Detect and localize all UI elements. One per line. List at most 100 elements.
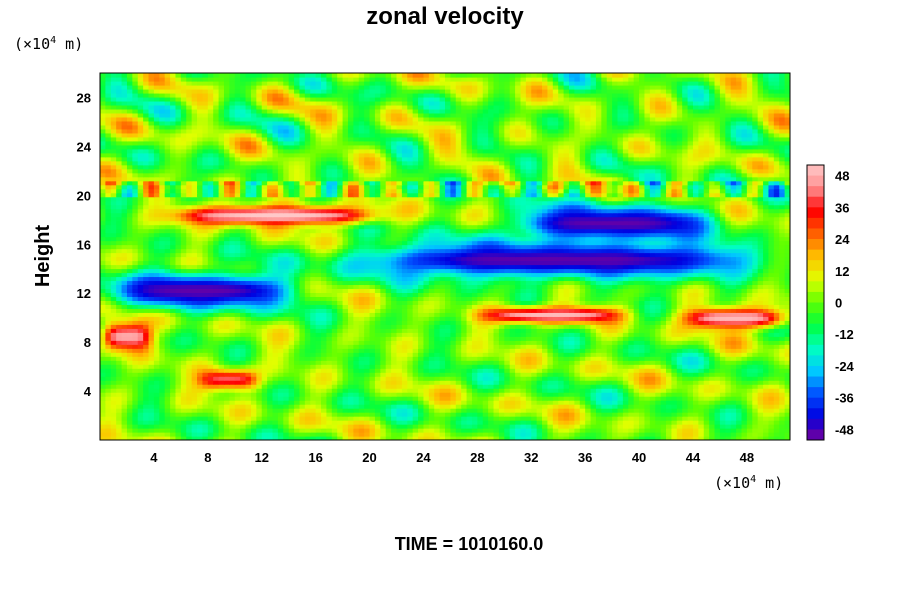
heatmap-cell <box>466 356 473 361</box>
heatmap-cell <box>116 376 123 381</box>
heatmap-cell <box>261 284 268 290</box>
heatmap-cell <box>218 368 225 373</box>
heatmap-cell <box>466 428 473 433</box>
heatmap-cell <box>170 300 177 305</box>
heatmap-cell <box>585 296 592 301</box>
heatmap-cell <box>110 288 117 293</box>
heatmap-cell <box>385 424 392 429</box>
heatmap-cell <box>568 352 575 357</box>
heatmap-cell <box>391 300 398 305</box>
heatmap-cell <box>768 412 775 417</box>
heatmap-cell <box>234 432 241 437</box>
heatmap-cell <box>461 392 468 397</box>
heatmap-cell <box>773 336 780 341</box>
heatmap-cell <box>450 432 457 437</box>
heatmap-cell <box>763 380 770 385</box>
heatmap-cell <box>719 304 726 309</box>
heatmap-cell <box>143 376 150 381</box>
heatmap-cell <box>542 340 549 345</box>
heatmap-cell <box>143 344 150 349</box>
heatmap-cell <box>482 296 489 301</box>
heatmap-cell <box>294 392 301 397</box>
heatmap-cell <box>191 328 198 333</box>
heatmap-cell <box>757 408 764 413</box>
heatmap-cell <box>407 408 414 413</box>
heatmap-cell <box>240 392 247 397</box>
heatmap-cell <box>148 436 155 440</box>
heatmap-cell <box>261 372 268 377</box>
heatmap-cell <box>687 316 694 321</box>
heatmap-cell <box>299 360 306 365</box>
heatmap-cell <box>773 396 780 401</box>
heatmap-cell <box>698 316 705 321</box>
heatmap-cell <box>450 436 457 440</box>
heatmap-cell <box>186 308 193 313</box>
heatmap-cell <box>655 388 662 393</box>
heatmap-cell <box>100 376 106 381</box>
heatmap-cell <box>763 292 770 297</box>
heatmap-cell <box>590 372 597 377</box>
heatmap-cell <box>488 340 495 345</box>
heatmap-cell <box>746 376 753 381</box>
heatmap-cell <box>676 312 683 317</box>
heatmap-cell <box>445 396 451 401</box>
heatmap-cell <box>234 284 241 290</box>
heatmap-cell <box>698 328 705 333</box>
heatmap-cell <box>493 340 500 345</box>
heatmap-cell <box>337 340 344 345</box>
heatmap-cell <box>294 388 301 393</box>
heatmap-cell <box>622 384 629 389</box>
heatmap-cell <box>504 344 511 349</box>
heatmap-cell <box>466 312 473 317</box>
heatmap-cell <box>272 416 279 421</box>
heatmap-cell <box>477 364 484 369</box>
heatmap-cell <box>585 340 592 345</box>
heatmap-cell <box>207 304 214 309</box>
heatmap-cell <box>585 324 592 329</box>
heatmap-cell <box>250 356 257 361</box>
heatmap-cell <box>218 292 225 297</box>
heatmap-cell <box>261 424 268 429</box>
heatmap-cell <box>369 320 376 325</box>
heatmap-cell <box>143 408 150 413</box>
heatmap-cell <box>207 288 214 293</box>
heatmap-cell <box>525 432 532 437</box>
heatmap-cell <box>428 364 435 369</box>
heatmap-cell <box>326 288 333 293</box>
heatmap-cell <box>639 308 646 313</box>
heatmap-cell <box>520 400 527 405</box>
heatmap-cell <box>477 300 484 305</box>
heatmap-cell <box>391 360 398 365</box>
heatmap-cell <box>337 332 344 337</box>
heatmap-cell <box>768 368 775 373</box>
heatmap-cell <box>380 412 387 417</box>
heatmap-cell <box>256 372 263 377</box>
heatmap-cell <box>773 316 780 321</box>
heatmap-cell <box>779 384 786 389</box>
heatmap-cell <box>509 384 516 389</box>
heatmap-cell <box>450 304 457 309</box>
heatmap-cell <box>714 344 721 349</box>
heatmap-cell <box>299 416 306 421</box>
heatmap-cell <box>709 304 716 309</box>
heatmap-cell <box>100 332 106 337</box>
heatmap-cell <box>347 408 354 413</box>
heatmap-cell <box>364 404 371 409</box>
heatmap-cell <box>364 372 371 377</box>
heatmap-cell <box>143 396 150 401</box>
heatmap-cell <box>574 316 581 321</box>
heatmap-cell <box>536 436 543 440</box>
heatmap-cell <box>121 392 128 397</box>
heatmap-cell <box>606 312 613 317</box>
heatmap-cell <box>471 352 478 357</box>
y-axis-label: Height <box>32 225 54 288</box>
heatmap-cell <box>137 316 144 321</box>
heatmap-cell <box>137 324 144 329</box>
heatmap-cell <box>277 300 284 305</box>
heatmap-cell <box>105 400 112 405</box>
heatmap-cell <box>439 284 446 290</box>
heatmap-cell <box>628 292 635 297</box>
heatmap-cell <box>213 328 220 333</box>
heatmap-cell <box>202 300 209 305</box>
heatmap-cell <box>585 308 592 313</box>
